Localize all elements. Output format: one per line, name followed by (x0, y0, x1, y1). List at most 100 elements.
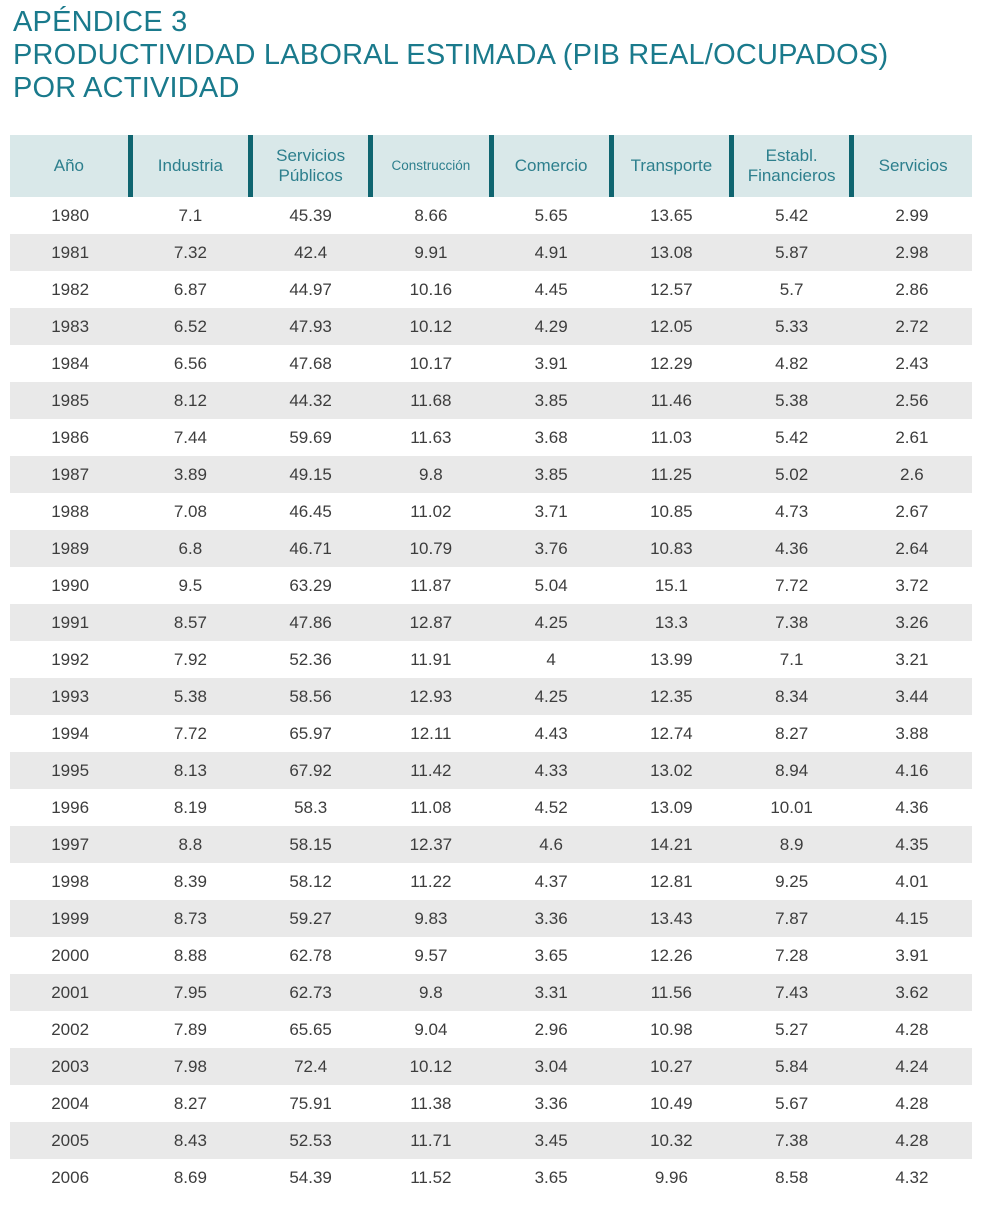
table-cell: 5.42 (775, 427, 809, 447)
table-row: 1985 8.12 44.32 11.68 3.85 11.46 5.38 2.56 (10, 382, 972, 419)
table-cell: 4.52 (534, 797, 568, 817)
table-cell: 3.21 (895, 649, 929, 669)
table-cell: 58.12 (289, 871, 332, 891)
table-cell: 2.99 (895, 205, 929, 225)
table-cell: 42.4 (294, 242, 328, 262)
table-cell: 47.93 (289, 316, 332, 336)
table-cell: 13.3 (654, 612, 688, 632)
table-cell: 1984 (51, 353, 90, 373)
table-cell: 58.56 (289, 686, 332, 706)
table-cell: 9.25 (775, 871, 809, 891)
table-cell: 5.33 (775, 316, 809, 336)
table-cell: 11.52 (410, 1167, 452, 1187)
table-cell: 13.02 (650, 760, 693, 780)
table-cell: 75.91 (289, 1093, 332, 1113)
table-cell: 5.02 (775, 464, 809, 484)
table-cell: 6.87 (173, 279, 207, 299)
table-row: 1989 6.8 46.71 10.79 3.76 10.83 4.36 2.64 (10, 530, 972, 567)
table-cell: 4.33 (534, 760, 568, 780)
table-header: Año Industria Servicios Públicos Constru… (10, 135, 972, 197)
table-row: 1992 7.92 52.36 11.91 4 13.99 7.1 3.21 (10, 641, 972, 678)
table-cell: 3.89 (173, 464, 207, 484)
table-cell: 11.03 (650, 427, 693, 447)
table-row: 1990 9.5 63.29 11.87 5.04 15.1 7.72 3.72 (10, 567, 972, 604)
table-cell: 11.42 (410, 760, 452, 780)
table-cell: 13.65 (650, 205, 693, 225)
table-cell: 65.97 (289, 723, 332, 743)
table-cell: 5.42 (775, 205, 809, 225)
column-header-industria: Industria (130, 135, 254, 197)
table-body: 1980 7.1 45.39 8.66 5.65 13.65 5.42 2.99 1981 7.3… (10, 197, 972, 1196)
table-cell: 10.49 (650, 1093, 693, 1113)
table-cell: 6.8 (178, 538, 203, 558)
table-cell: 4 (546, 649, 556, 669)
table-cell: 4.15 (895, 908, 929, 928)
table-row: 1983 6.52 47.93 10.12 4.29 12.05 5.33 2.72 (10, 308, 972, 345)
table-cell: 13.99 (650, 649, 693, 669)
table-row: 1995 8.13 67.92 11.42 4.33 13.02 8.94 4.16 (10, 752, 972, 789)
table-cell: 11.91 (410, 649, 452, 669)
table-cell: 9.5 (178, 575, 203, 595)
table-row: 1987 3.89 49.15 9.8 3.85 11.25 5.02 2.6 (10, 456, 972, 493)
table-cell: 3.85 (534, 464, 568, 484)
table-cell: 58.3 (294, 797, 328, 817)
table-row: 1982 6.87 44.97 10.16 4.45 12.57 5.7 2.86 (10, 271, 972, 308)
table-cell: 4.28 (895, 1019, 929, 1039)
column-header-transporte: Transporte (611, 135, 735, 197)
table-cell: 10.83 (650, 538, 693, 558)
table-row: 2003 7.98 72.4 10.12 3.04 10.27 5.84 4.24 (10, 1048, 972, 1085)
table-cell: 1990 (51, 575, 90, 595)
table-row: 1996 8.19 58.3 11.08 4.52 13.09 10.01 4.36 (10, 789, 972, 826)
table-cell: 12.74 (650, 723, 693, 743)
table-row: 2001 7.95 62.73 9.8 3.31 11.56 7.43 3.62 (10, 974, 972, 1011)
table-cell: 11.87 (410, 575, 452, 595)
table-cell: 2.72 (895, 316, 929, 336)
table-cell: 2.67 (895, 501, 929, 521)
table-cell: 2.61 (895, 427, 929, 447)
table-cell: 2.98 (895, 242, 929, 262)
table-cell: 4.82 (775, 353, 809, 373)
table-cell: 12.35 (650, 686, 693, 706)
table-cell: 11.22 (410, 871, 452, 891)
table-cell: 52.36 (289, 649, 332, 669)
table-cell: 2006 (51, 1167, 90, 1187)
table-cell: 8.13 (173, 760, 207, 780)
table-cell: 4.36 (775, 538, 809, 558)
table-cell: 1999 (51, 908, 90, 928)
table-cell: 14.21 (650, 834, 693, 854)
table-cell: 4.45 (534, 279, 568, 299)
table-cell: 7.89 (173, 1019, 207, 1039)
table-header-row: Año Industria Servicios Públicos Constru… (10, 135, 972, 197)
table-cell: 5.84 (775, 1056, 809, 1076)
table-cell: 8.73 (173, 908, 207, 928)
table-row: 1993 5.38 58.56 12.93 4.25 12.35 8.34 3.44 (10, 678, 972, 715)
table-cell: 4.28 (895, 1093, 929, 1113)
table-cell: 7.08 (173, 501, 207, 521)
table-cell: 8.39 (173, 871, 207, 891)
table-row: 1986 7.44 59.69 11.63 3.68 11.03 5.42 2.61 (10, 419, 972, 456)
table-cell: 5.38 (173, 686, 207, 706)
table-cell: 1985 (51, 390, 90, 410)
table-cell: 49.15 (289, 464, 332, 484)
table-cell: 3.04 (534, 1056, 568, 1076)
table-cell: 4.6 (539, 834, 563, 854)
table-cell: 7.1 (178, 205, 203, 225)
table-cell: 5.7 (779, 279, 804, 299)
table-cell: 12.57 (650, 279, 693, 299)
table-cell: 7.38 (775, 612, 809, 632)
table-cell: 45.39 (289, 205, 332, 225)
table-cell: 7.92 (173, 649, 207, 669)
table-cell: 3.31 (534, 982, 568, 1002)
table-cell: 2001 (51, 982, 90, 1002)
table-cell: 3.85 (534, 390, 568, 410)
table-cell: 3.62 (895, 982, 929, 1002)
table-cell: 4.32 (895, 1167, 929, 1187)
table-cell: 2004 (51, 1093, 90, 1113)
table-row: 1981 7.32 42.4 9.91 4.91 13.08 5.87 2.98 (10, 234, 972, 271)
column-header-servicios-publicos: Servicios Públicos (250, 135, 374, 197)
table-cell: 10.85 (650, 501, 693, 521)
table-cell: 7.38 (775, 1130, 809, 1150)
table-cell: 1996 (51, 797, 90, 817)
table-cell: 3.45 (534, 1130, 568, 1150)
